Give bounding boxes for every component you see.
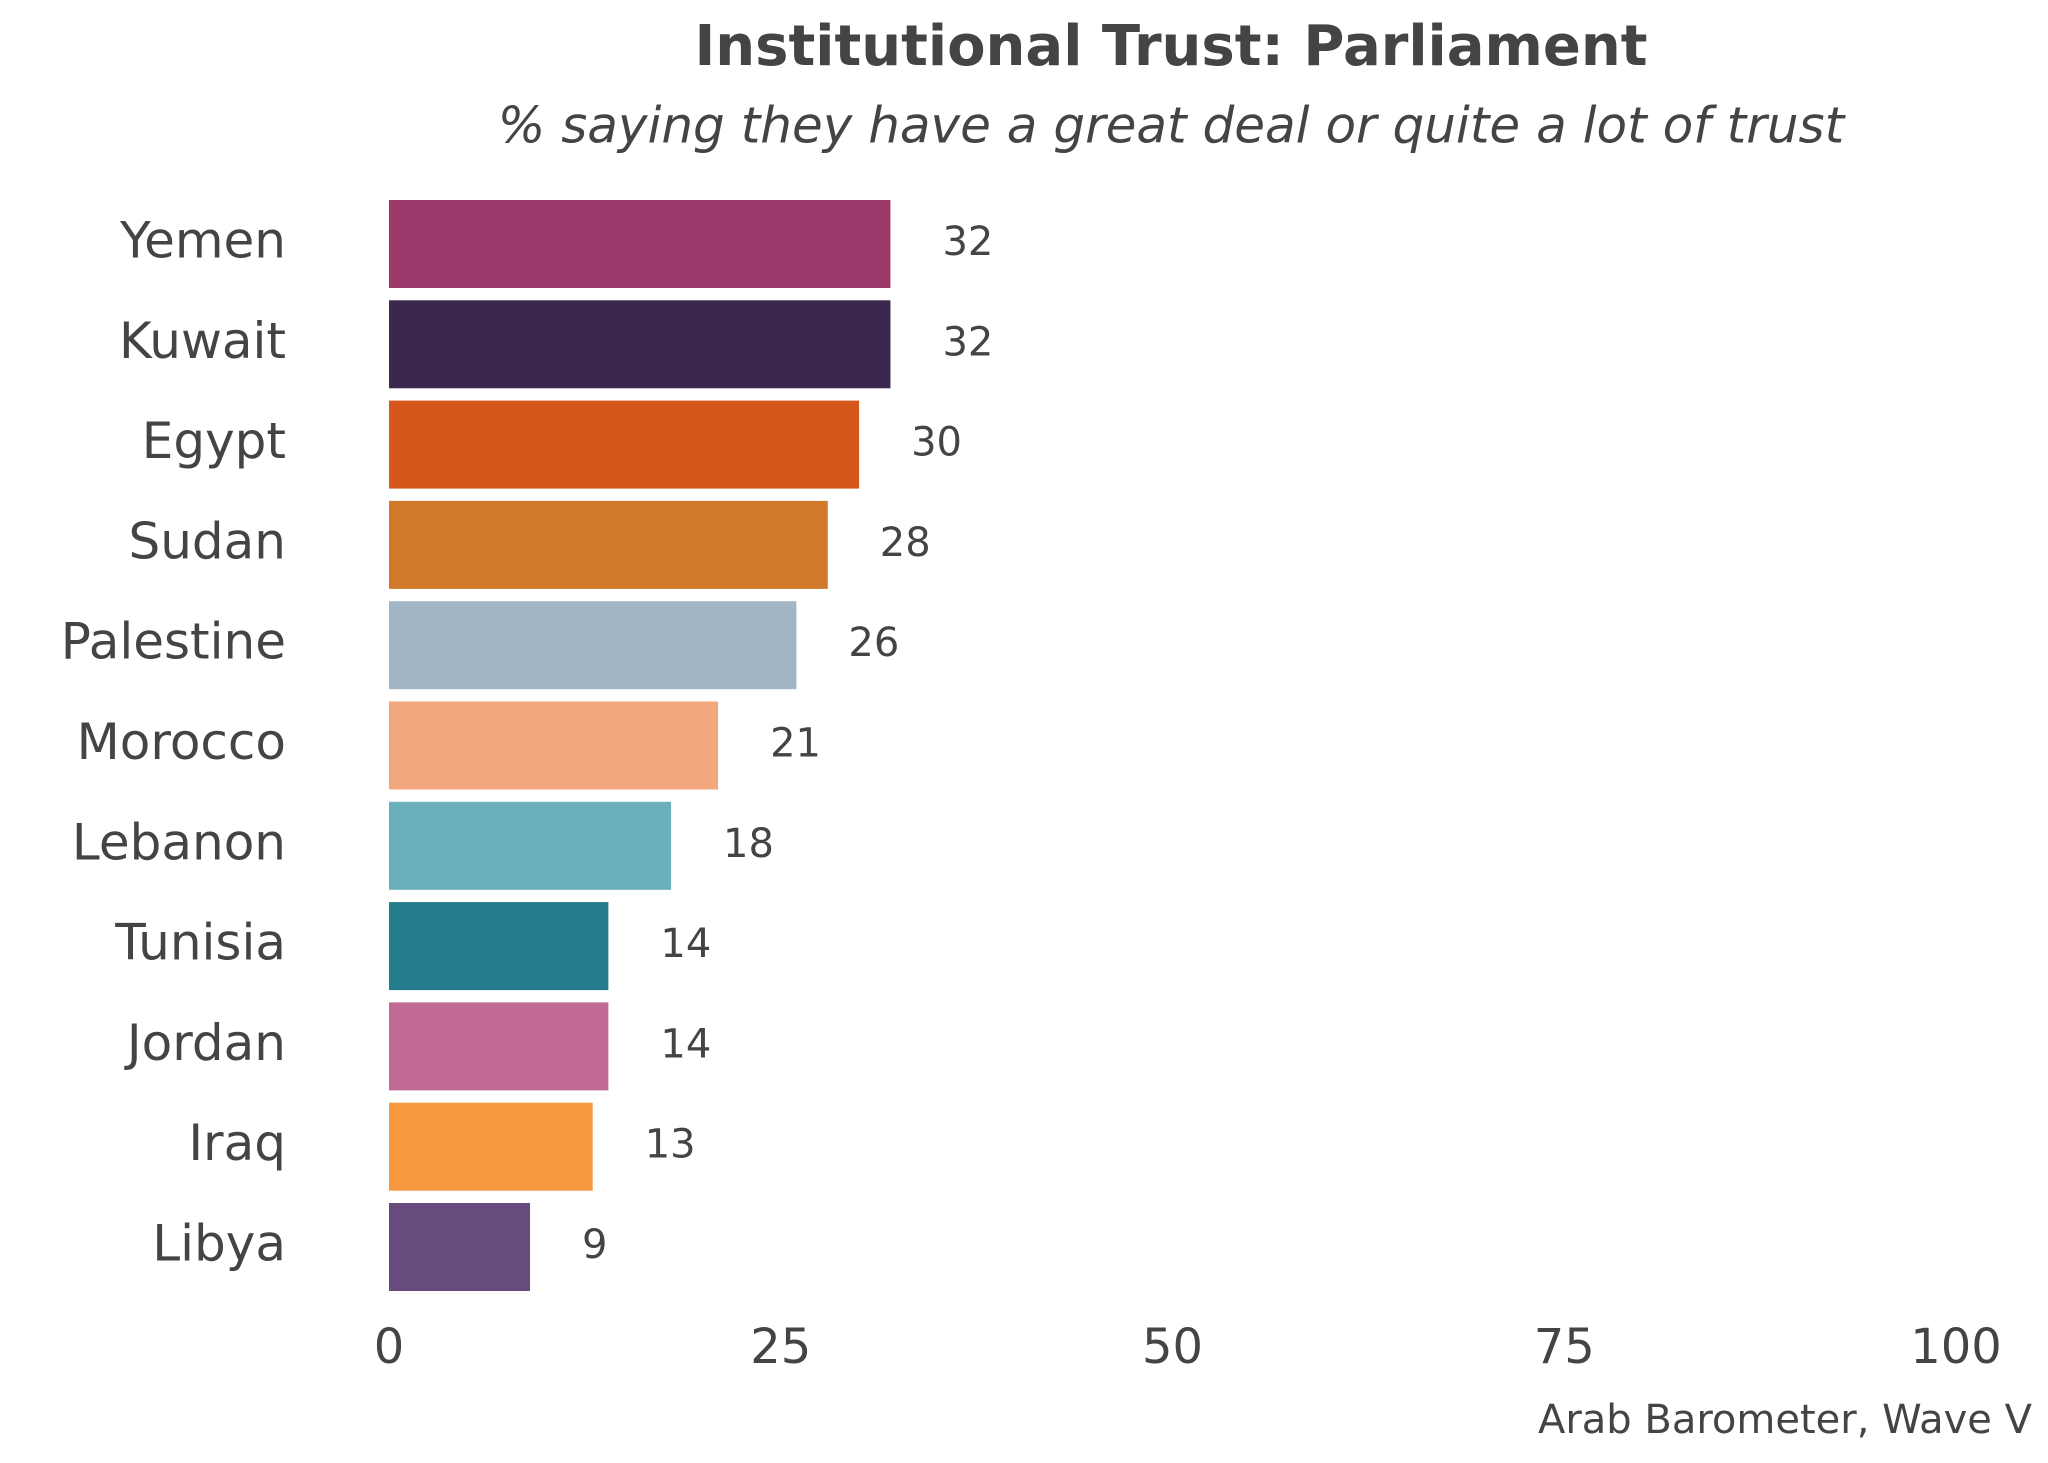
x-tick-label: 25 (750, 1319, 811, 1375)
chart-subtitle: % saying they have a great deal or quite… (498, 97, 1847, 155)
y-tick-label: Palestine (61, 613, 286, 671)
value-label: 26 (848, 620, 899, 666)
bar (389, 601, 797, 690)
bar (389, 801, 672, 890)
bar (389, 902, 609, 991)
value-label: 14 (660, 921, 711, 967)
x-tick-label: 75 (1534, 1319, 1595, 1375)
y-tick-label: Morocco (77, 713, 286, 771)
y-tick-label: Tunisia (114, 914, 286, 972)
bar (389, 200, 891, 288)
chart-title: Institutional Trust: Parliament (694, 14, 1647, 79)
y-tick-label: Yemen (119, 212, 286, 270)
source-note: Arab Barometer, Wave V (1538, 1397, 2033, 1443)
y-tick-label: Libya (152, 1215, 286, 1273)
bar (389, 1102, 593, 1191)
x-tick-label: 0 (374, 1319, 405, 1375)
y-tick-label: Jordan (124, 1014, 286, 1072)
y-tick-label: Kuwait (119, 312, 286, 370)
value-label: 14 (660, 1021, 711, 1067)
bar (389, 400, 860, 489)
bar (389, 500, 828, 589)
value-label: 32 (942, 219, 993, 265)
value-label: 9 (582, 1222, 607, 1268)
bar (389, 1002, 609, 1091)
value-label: 21 (770, 721, 821, 767)
y-tick-label: Iraq (188, 1114, 286, 1172)
value-label: 13 (645, 1122, 696, 1168)
value-label: 18 (723, 821, 774, 867)
y-tick-label: Egypt (142, 412, 286, 470)
x-tick-label: 100 (1910, 1319, 2002, 1375)
x-tick-label: 50 (1142, 1319, 1203, 1375)
value-label: 28 (880, 520, 931, 566)
bar (389, 1203, 531, 1291)
y-tick-label: Lebanon (72, 813, 286, 871)
value-label: 32 (942, 319, 993, 365)
y-tick-label: Sudan (129, 512, 287, 570)
bar (389, 701, 719, 790)
value-label: 30 (911, 420, 962, 466)
bar (389, 300, 891, 389)
